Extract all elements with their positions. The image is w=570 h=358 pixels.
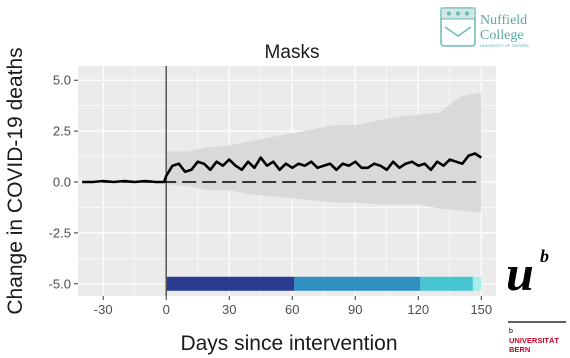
y-tick-label: -2.5	[49, 225, 71, 240]
crest-chevron	[444, 26, 472, 37]
bern-mark-superscript: b	[540, 246, 549, 266]
nuffield-subtitle: UNIVERSITY OF OXFORD	[480, 43, 529, 48]
crest-dot	[447, 11, 451, 16]
bern-mark: u	[506, 245, 534, 301]
phase-bar	[294, 276, 421, 291]
bern-line1: UNIVERSITÄT	[509, 336, 559, 345]
y-tick-label: 2.5	[53, 124, 71, 139]
chart-title: Masks	[265, 42, 320, 63]
x-tick-label: 60	[285, 302, 299, 317]
nuffield-college-logo: Nuffield College UNIVERSITY OF OXFORD	[440, 7, 529, 48]
x-tick-label: 0	[163, 302, 170, 317]
crest-dot	[456, 11, 460, 16]
x-tick-label: 90	[348, 302, 362, 317]
phase-bar	[420, 276, 473, 291]
axis-layer: -30 0 30 60 90 120 150 -5.0 -2.5 0.0 2.5 5.0	[49, 73, 493, 317]
x-tick-label: 30	[222, 302, 236, 317]
nuffield-line2: College	[480, 28, 524, 43]
nuffield-line1: Nuffield	[480, 13, 527, 28]
phase-bar	[472, 276, 482, 291]
x-tick-label: -30	[94, 302, 113, 317]
x-axis-label: Days since intervention	[180, 332, 397, 355]
x-tick-label: 120	[407, 302, 429, 317]
x-tick-label: 150	[470, 302, 492, 317]
bern-small-b: b	[509, 328, 513, 335]
y-tick-label: 0.0	[53, 175, 71, 190]
y-tick-label: -5.0	[49, 276, 71, 291]
phase-bar-layer	[166, 276, 482, 291]
series-line-estimate	[82, 152, 483, 184]
y-tick-label: 5.0	[53, 73, 71, 88]
crest-dot	[465, 11, 469, 16]
phase-bar	[166, 276, 295, 291]
university-bern-logo: u b b UNIVERSITÄT BERN	[506, 245, 566, 354]
y-axis-label: Change in COVID-19 deaths	[4, 47, 27, 314]
series-layer	[82, 66, 483, 296]
bern-line2: BERN	[509, 345, 530, 354]
